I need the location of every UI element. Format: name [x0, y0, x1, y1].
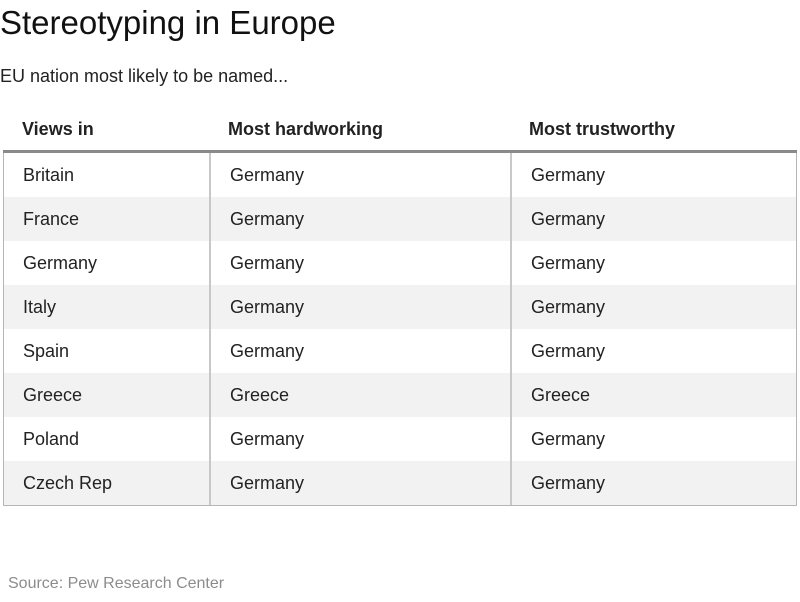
column-header-most-trustworthy: Most trustworthy — [529, 119, 675, 139]
table-row: France Germany Germany — [4, 197, 796, 241]
column-header-most-hardworking: Most hardworking — [228, 119, 384, 139]
table-cell-hardworking: Germany — [209, 285, 510, 329]
column-header-views-in: Views in — [22, 119, 94, 139]
table-body: Britain Germany Germany France Germany G… — [3, 153, 797, 506]
chart-title: Stereotyping in Europe — [0, 4, 336, 41]
table-cell-hardworking: Germany — [209, 461, 510, 505]
table-cell-country: Czech Rep — [23, 473, 113, 493]
table-row: Italy Germany Germany — [4, 285, 796, 329]
table-cell-country: Italy — [23, 297, 57, 317]
chart-subtitle: EU nation most likely to be named... — [0, 66, 289, 86]
table-cell-country: Greece — [23, 385, 83, 405]
table-cell-hardworking: Greece — [209, 373, 510, 417]
table-cell-hardworking: Germany — [209, 241, 510, 285]
table-cell-trustworthy: Germany — [510, 461, 795, 505]
table-row: Greece Greece Greece — [4, 373, 796, 417]
table-cell-hardworking: Germany — [209, 197, 510, 241]
table-cell-country: Poland — [23, 429, 80, 449]
table-cell-hardworking: Germany — [209, 329, 510, 373]
table-cell-trustworthy: Germany — [510, 241, 795, 285]
table-row: Germany Germany Germany — [4, 241, 796, 285]
table-cell-country: France — [23, 209, 80, 229]
table-cell-country: Spain — [23, 341, 70, 361]
table-cell-country: Britain — [23, 165, 75, 185]
table-row: Poland Germany Germany — [4, 417, 796, 461]
table-row: Britain Germany Germany — [4, 153, 796, 197]
table-row: Spain Germany Germany — [4, 329, 796, 373]
table-cell-trustworthy: Greece — [510, 373, 795, 417]
table-cell-trustworthy: Germany — [510, 285, 795, 329]
table-cell-trustworthy: Germany — [510, 197, 795, 241]
table-cell-country: Germany — [23, 253, 98, 273]
source-note: Source: Pew Research Center — [8, 575, 225, 592]
table-cell-trustworthy: Germany — [510, 153, 795, 197]
table-header-row: Views in Most hardworking Most trustwort… — [3, 108, 797, 153]
table-row: Czech Rep Germany Germany — [4, 461, 796, 505]
table-cell-hardworking: Germany — [209, 153, 510, 197]
table-cell-trustworthy: Germany — [510, 329, 795, 373]
table-cell-hardworking: Germany — [209, 417, 510, 461]
table-cell-trustworthy: Germany — [510, 417, 795, 461]
data-table: Views in Most hardworking Most trustwort… — [3, 108, 797, 506]
